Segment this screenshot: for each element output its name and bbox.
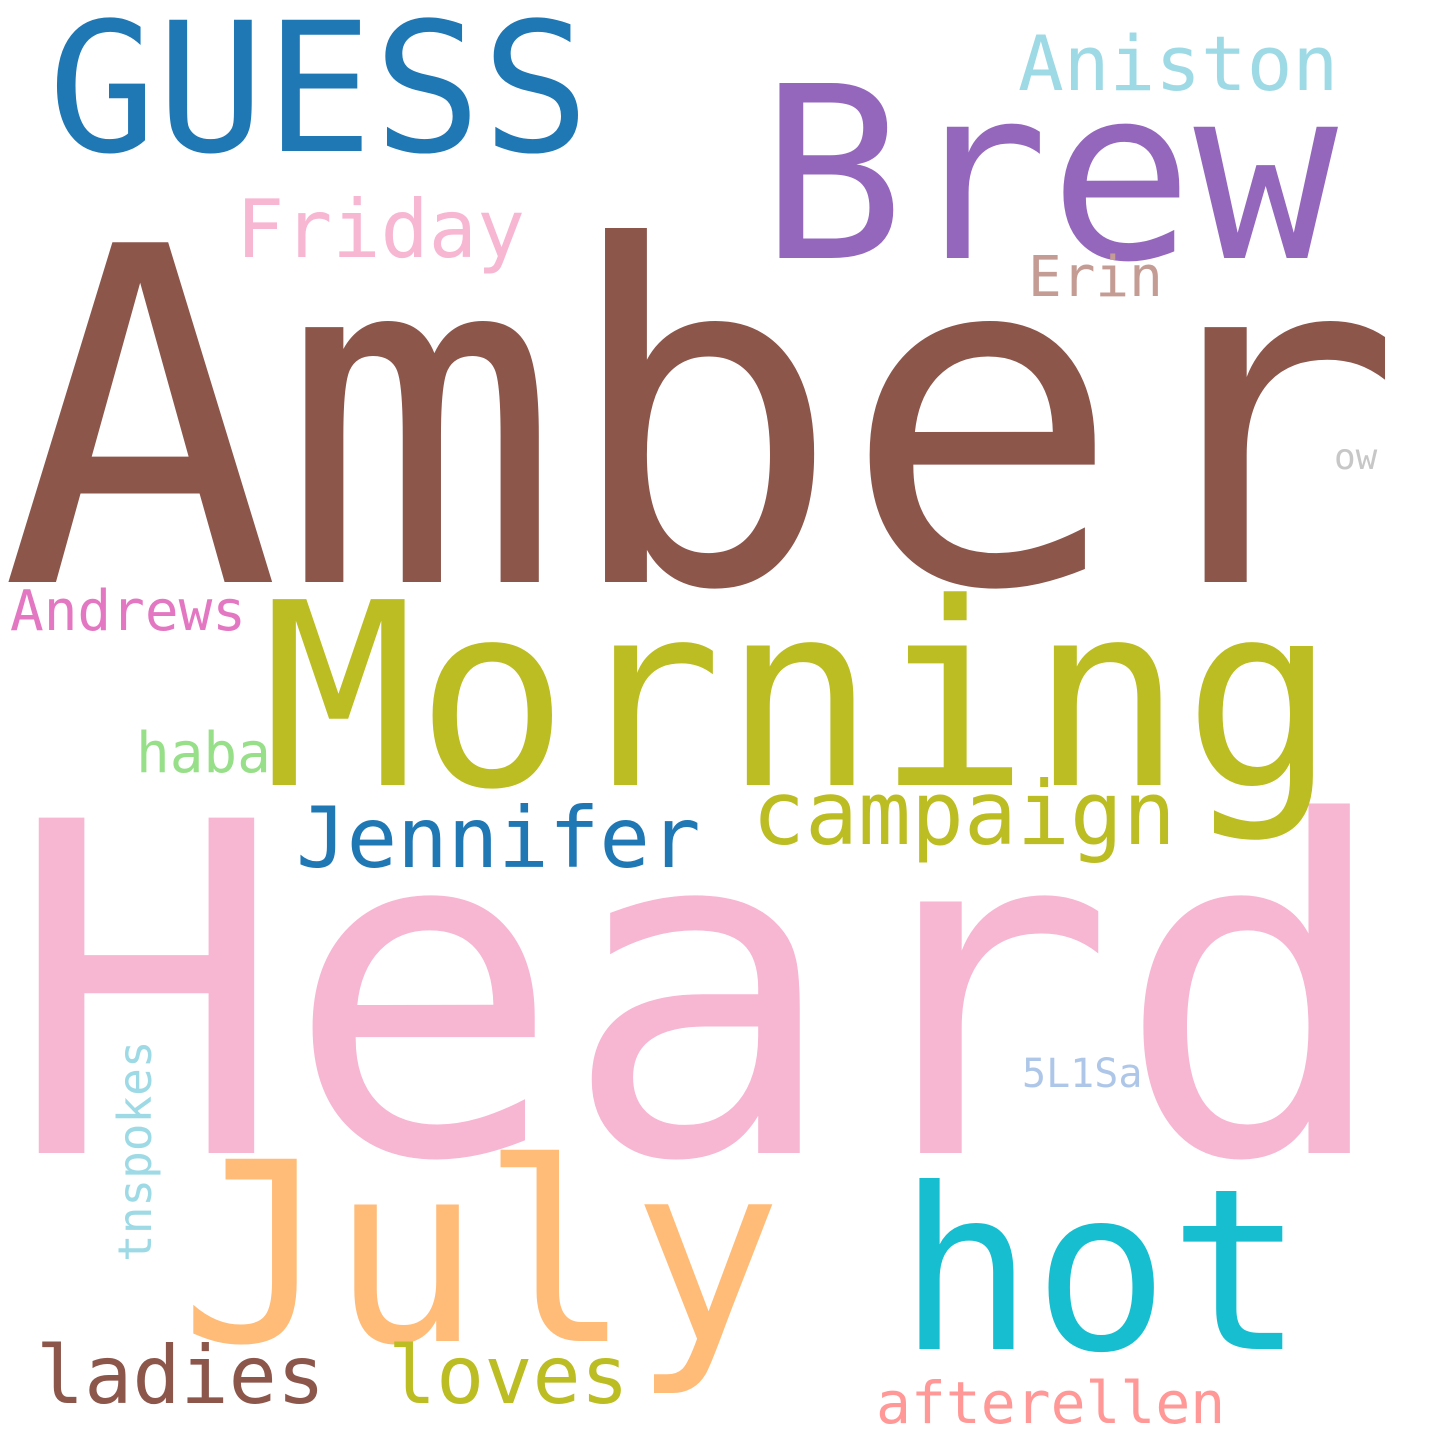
word-july: July — [180, 1109, 783, 1400]
word-hot: hot — [898, 1141, 1305, 1403]
word-erin: Erin — [1028, 245, 1163, 310]
word-friday: Friday — [236, 183, 525, 276]
word-afterellen: afterellen — [876, 1369, 1226, 1437]
word-brew: Brew — [760, 35, 1338, 315]
word-campaign: campaign — [752, 762, 1176, 865]
word-jennifer: Jennifer — [296, 789, 701, 887]
word-aniston: Aniston — [1018, 19, 1339, 108]
word-loves: loves — [388, 1329, 629, 1422]
word-guess: GUESS — [48, 0, 590, 194]
word-heard: Heard — [8, 727, 1393, 1262]
word-ladies: ladies — [36, 1329, 325, 1422]
word-tnspokes: tnspokes — [108, 1040, 162, 1262]
word-morning: Morning — [262, 549, 1337, 846]
word-andrews: Andrews — [10, 579, 247, 644]
word-5l1sa: 5L1Sa — [1022, 1051, 1143, 1097]
word-amber: Amber — [0, 149, 1403, 692]
word-haba: haba — [136, 721, 271, 786]
word-ow: ow — [1334, 437, 1378, 478]
